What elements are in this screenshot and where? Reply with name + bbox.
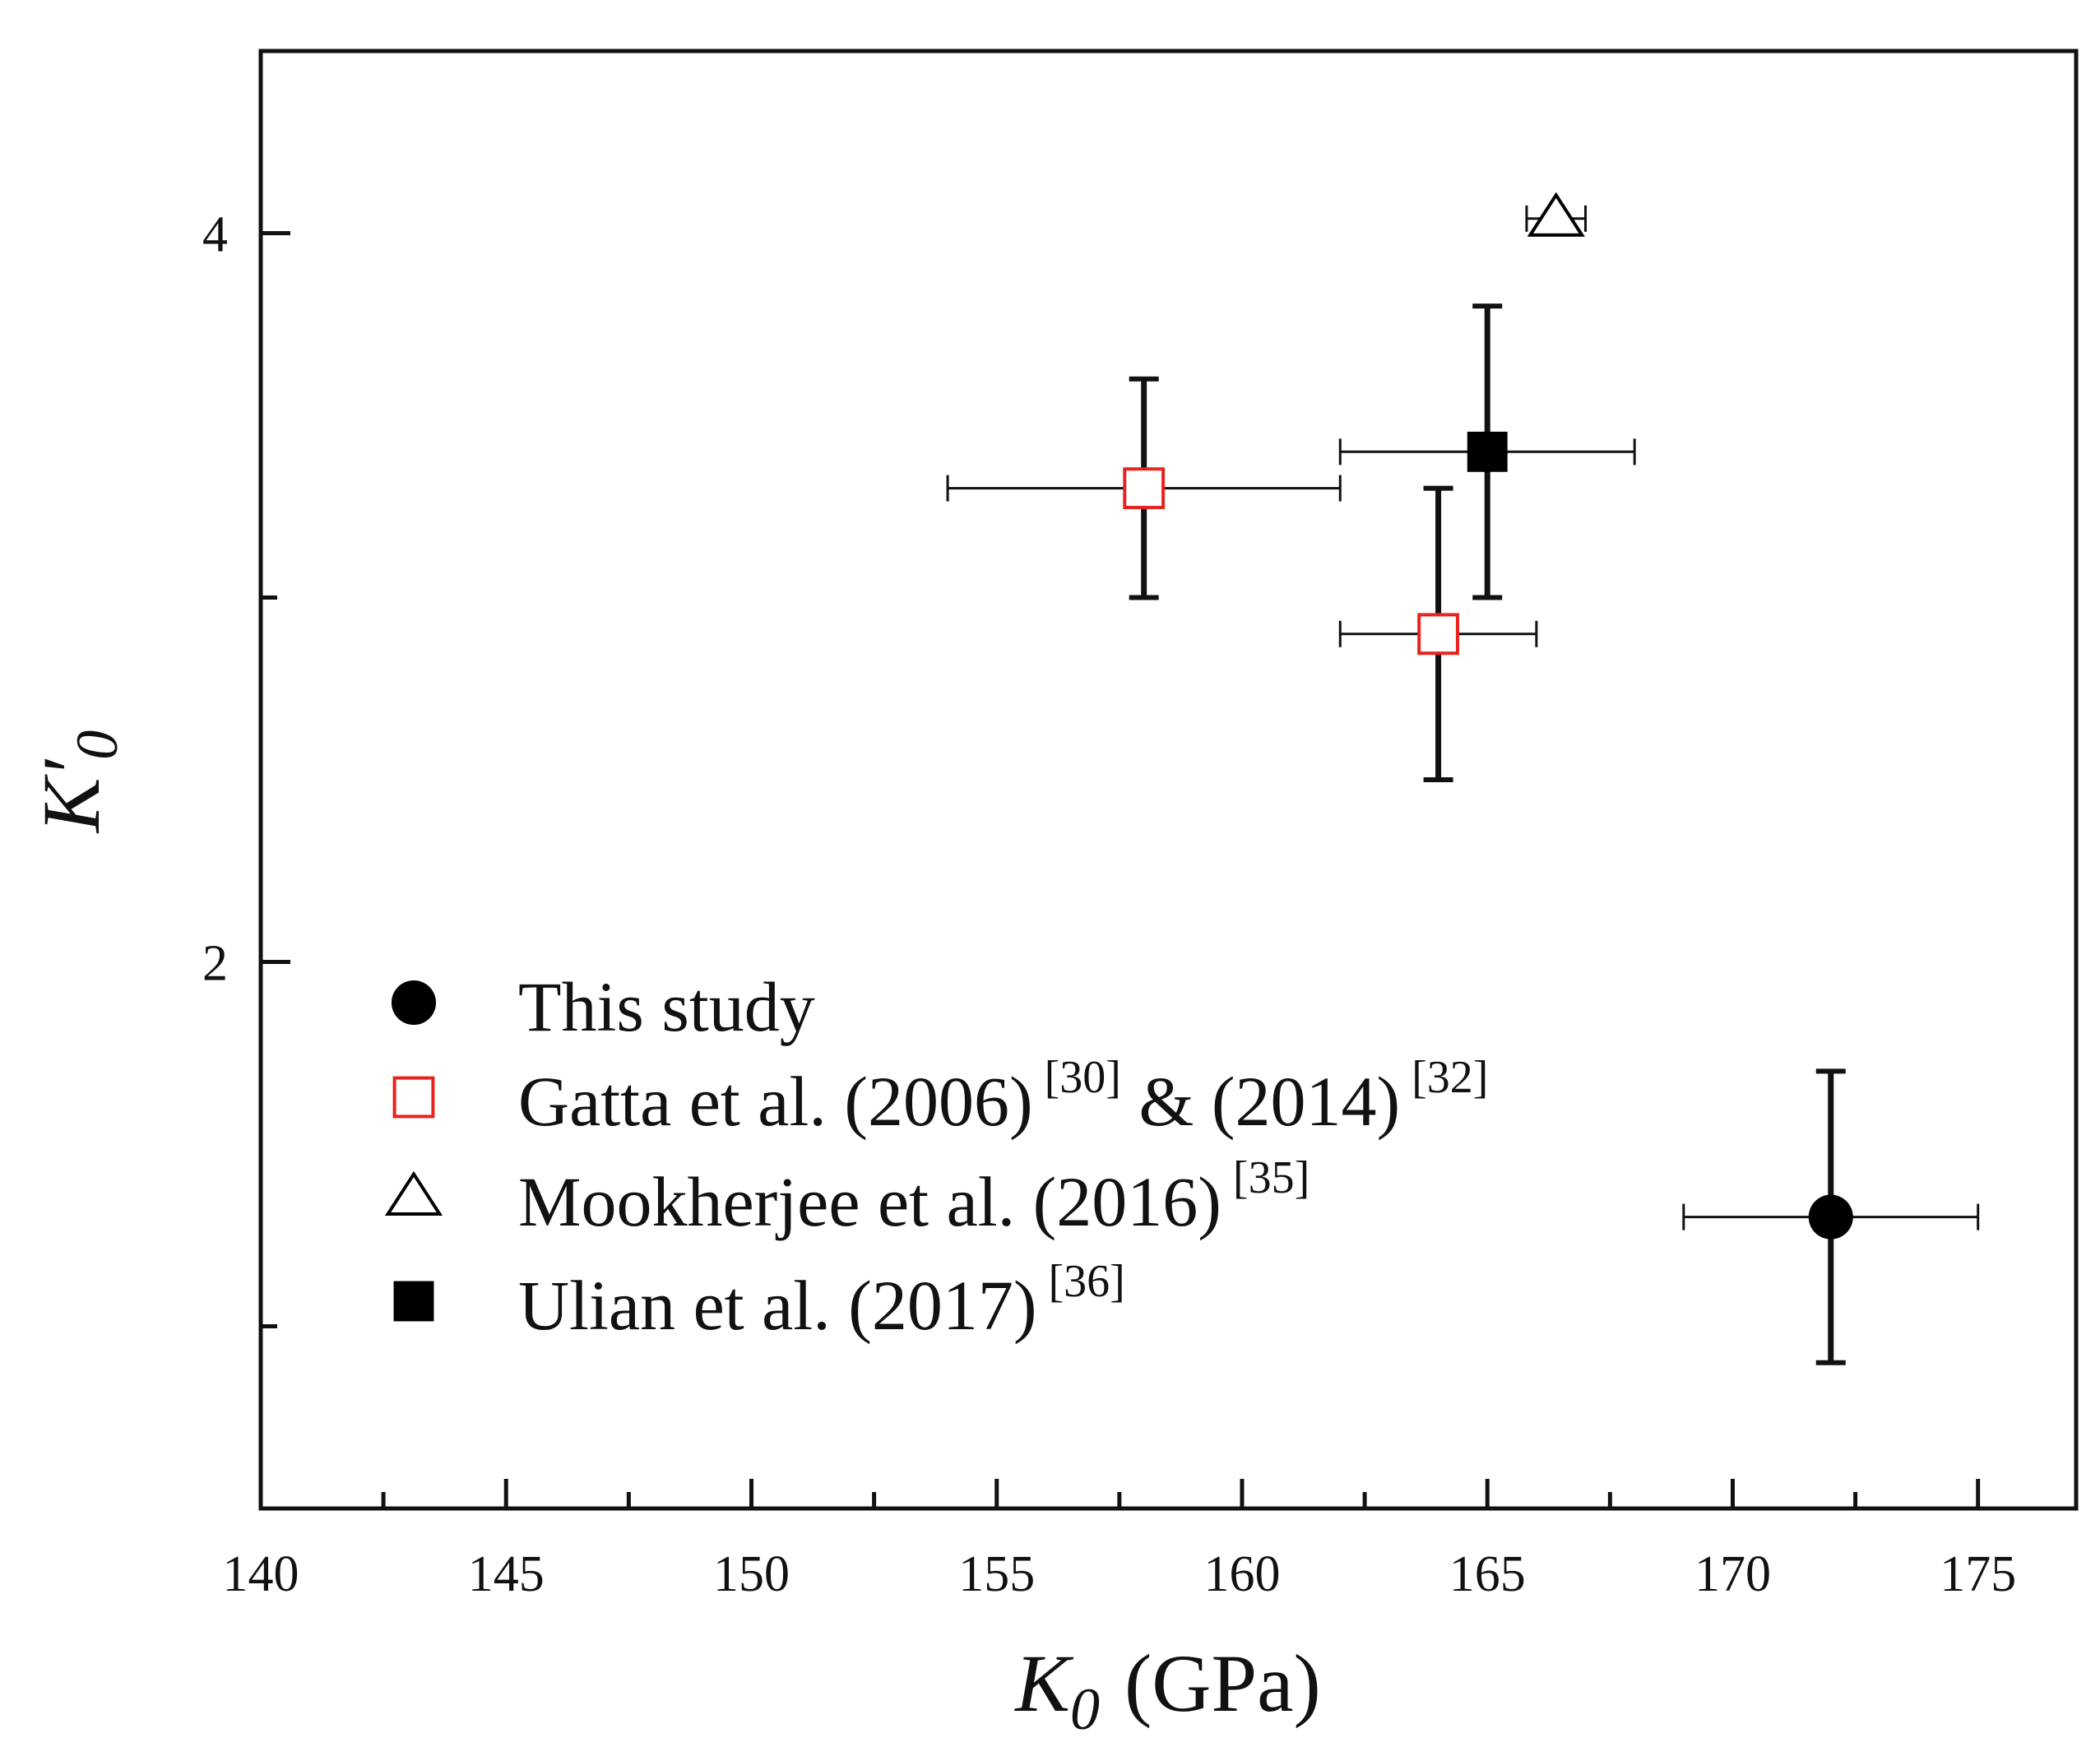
legend-ref2-1: [32] (1412, 1052, 1488, 1103)
legend-name-1: Gatta et al. (2006) (518, 1062, 1033, 1141)
x-axis-unit: (GPa) (1124, 1638, 1321, 1729)
legend-marker-2 (384, 1170, 443, 1216)
point-s3-p0 (1467, 431, 1508, 472)
x-axis-ticks: 140 145 150 155 160 165 170 175 (223, 1479, 2016, 1602)
legend-ref-2: [35] (1233, 1152, 1310, 1203)
legend-label-2: Mookherjee et al. (2016) [35] (518, 1152, 1310, 1241)
point-s1-p1 (1417, 613, 1459, 656)
legend-name-0: This study (518, 967, 815, 1046)
data-marks (946, 192, 1980, 1365)
y-axis-title: K′0 (25, 730, 130, 835)
x-tick-label-140: 140 (223, 1546, 299, 1602)
x-tick-label-155: 155 (958, 1546, 1035, 1602)
legend-marker-0 (391, 980, 437, 1026)
x-axis-title: K0 (GPa) (1013, 1638, 1321, 1742)
point-s1-p0 (1123, 467, 1166, 510)
y-axis-ticks: 24 (202, 207, 290, 1328)
x-tick-label-170: 170 (1694, 1546, 1771, 1602)
x-axis-symbol: K (1013, 1638, 1073, 1729)
x-axis-subscript: 0 (1070, 1676, 1100, 1742)
x-tick-label-165: 165 (1449, 1546, 1526, 1602)
legend-name2-1: & (2014) (1121, 1062, 1400, 1141)
x-tick-label-175: 175 (1940, 1546, 2016, 1602)
point-s2-p0 (1527, 192, 1585, 237)
y-axis-subscript: 0 (64, 730, 130, 760)
legend-ref-3: [36] (1048, 1256, 1124, 1307)
legend-name-2: Mookherjee et al. (2016) (518, 1162, 1222, 1241)
x-tick-label-145: 145 (468, 1546, 545, 1602)
legend-label-0: This study (518, 967, 815, 1046)
x-tick-label-160: 160 (1203, 1546, 1280, 1602)
plot-frame (258, 49, 2079, 1511)
legend-ref-1: [30] (1045, 1052, 1121, 1103)
y-tick-label-4: 4 (202, 207, 228, 263)
y-tick-label-2: 2 (202, 936, 228, 992)
legend-marker-1 (392, 1076, 435, 1119)
legend-label-1: Gatta et al. (2006) [30] & (2014) [32] (518, 1052, 1488, 1141)
point-s0-p0 (1808, 1194, 1853, 1240)
y-axis-symbol: K′ (25, 758, 117, 835)
legend-name-3: Ulian et al. (2017) (518, 1266, 1036, 1345)
legend-label-3: Ulian et al. (2017) [36] (518, 1256, 1125, 1345)
legend-marker-3 (393, 1281, 434, 1322)
x-tick-label-150: 150 (713, 1546, 790, 1602)
